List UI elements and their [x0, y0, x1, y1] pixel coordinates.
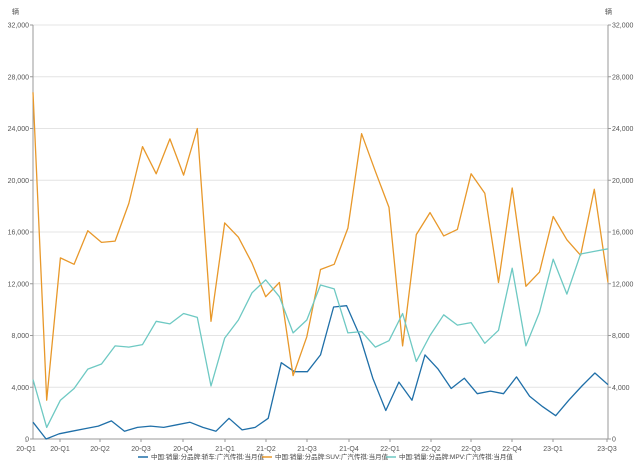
- y-tick-label-right: 0: [612, 437, 616, 444]
- gridlines: [33, 24, 608, 388]
- y-tick-label-right: 12,000: [612, 281, 634, 288]
- y-tick-label-right: 16,000: [612, 230, 634, 237]
- y-tick-label-right: 4,000: [612, 385, 630, 392]
- y-tick-label-right: 28,000: [612, 74, 634, 81]
- x-tick-label: 22-Q4: [502, 446, 522, 453]
- legend: 中国:销量:分品牌:轿车:广汽传祺:当月值 中国:销量:分品牌:SUV:广汽传祺:…: [138, 452, 513, 461]
- y-tick-label-left: 8,000: [11, 333, 29, 340]
- legend-item-label: 中国:销量:分品牌:SUV:广汽传祺:当月值: [275, 452, 389, 461]
- series-line-1: [32, 305, 609, 440]
- right-y-ticks: 0 4,000 8,000 12,000 16,000 20,000 24,000 28,00…: [608, 23, 634, 444]
- right-unit-label: 辆: [605, 7, 612, 16]
- x-tick-label: 20-Q1: [50, 446, 70, 453]
- y-tick-label-left: 24,000: [8, 126, 30, 133]
- left-y-ticks: 0 4,000 8,000 12,000 16,000 20,000 24,000 28,00…: [8, 23, 33, 444]
- x-tick-label: 22-Q1: [380, 446, 400, 453]
- x-tick-label: 20-Q3: [131, 446, 151, 453]
- x-tick-label: 21-Q4: [339, 446, 359, 453]
- x-tick-label: 21-Q1: [215, 446, 235, 453]
- y-tick-label-left: 12,000: [8, 281, 30, 288]
- y-tick-label-left: 28,000: [8, 74, 30, 81]
- x-tick-label: 22-Q2: [421, 446, 441, 453]
- y-tick-label-left: 4,000: [11, 385, 29, 392]
- x-tick-label: 20-Q2: [90, 446, 110, 453]
- y-tick-label-left: 20,000: [8, 178, 30, 185]
- y-tick-label-right: 24,000: [612, 126, 634, 133]
- series-line-2: [32, 92, 609, 401]
- x-tick-label: 23-Q1: [543, 446, 563, 453]
- x-tick-label: 23-Q3: [597, 446, 617, 453]
- x-tick-label: 21-Q2: [256, 446, 276, 453]
- series-line-3: [32, 248, 609, 429]
- y-tick-label-right: 20,000: [612, 178, 634, 185]
- legend-item-label: 中国:销量:分品牌:轿车:广汽传祺:当月值: [151, 452, 265, 461]
- left-unit-label: 辆: [12, 7, 19, 16]
- x-tick-label: 20-Q1: [16, 446, 36, 453]
- y-tick-label-right: 8,000: [612, 333, 630, 340]
- series-layer: [32, 92, 609, 440]
- y-tick-label-left: 32,000: [8, 23, 30, 30]
- y-tick-label-left: 0: [25, 437, 29, 444]
- legend-item-label: 中国:销量:分品牌:MPV:广汽传祺:当月值: [399, 452, 513, 461]
- x-ticks: 20-Q1 20-Q1 20-Q2 20-Q3 20-Q4 21-Q1 21-Q2 21-Q3…: [16, 439, 617, 453]
- y-tick-label-left: 16,000: [8, 230, 30, 237]
- x-tick-label: 21-Q3: [297, 446, 317, 453]
- x-tick-label: 22-Q3: [461, 446, 481, 453]
- y-tick-label-right: 32,000: [612, 23, 634, 30]
- x-tick-label: 20-Q4: [173, 446, 193, 453]
